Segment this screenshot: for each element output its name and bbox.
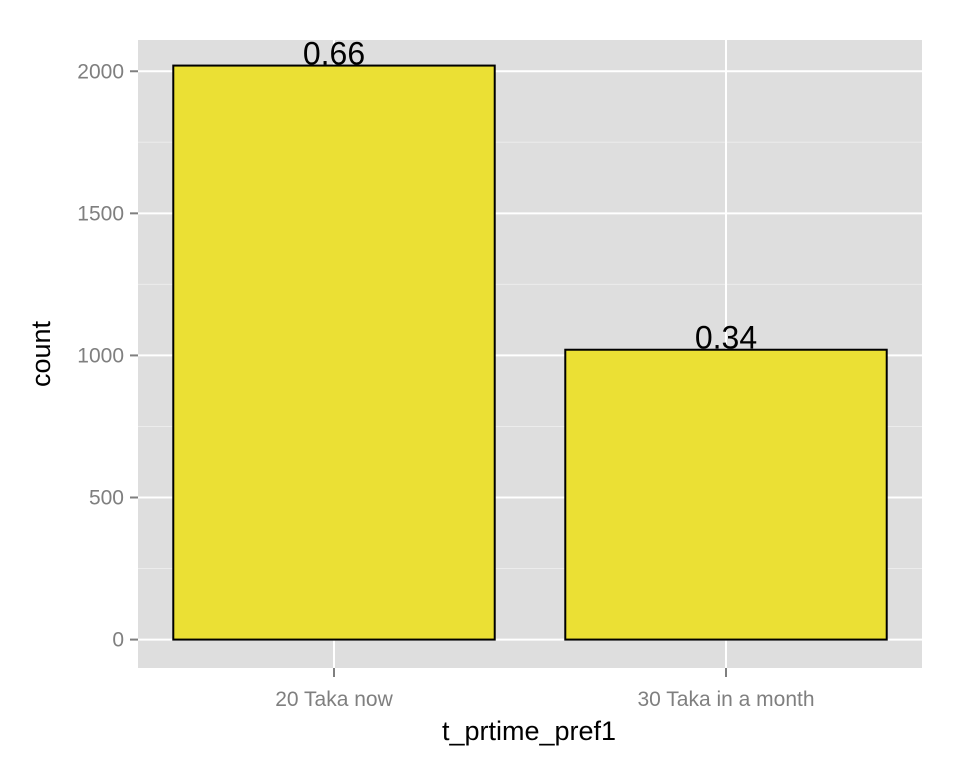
x-axis: 20 Taka now 30 Taka in a month: [275, 668, 815, 711]
x-tick-label: 30 Taka in a month: [637, 688, 814, 711]
y-axis-title: count: [26, 320, 56, 387]
x-tick-label: 20 Taka now: [275, 688, 393, 711]
y-tick-label: 0: [112, 629, 124, 652]
data-labels: 0.66 0.34: [303, 36, 757, 356]
y-tick-label: 1500: [77, 202, 124, 225]
y-axis: 0 500 1000 1500 2000: [77, 60, 138, 652]
data-label-2: 0.34: [695, 320, 757, 356]
bar-2: [564, 348, 888, 641]
y-tick-label: 500: [89, 487, 124, 510]
data-label-1: 0.66: [303, 36, 365, 72]
bars: [172, 64, 888, 641]
y-tick-label: 1000: [77, 344, 124, 367]
bar-1: [172, 64, 496, 641]
y-tick-label: 2000: [77, 60, 124, 83]
x-axis-title: t_prtime_pref1: [442, 716, 616, 746]
